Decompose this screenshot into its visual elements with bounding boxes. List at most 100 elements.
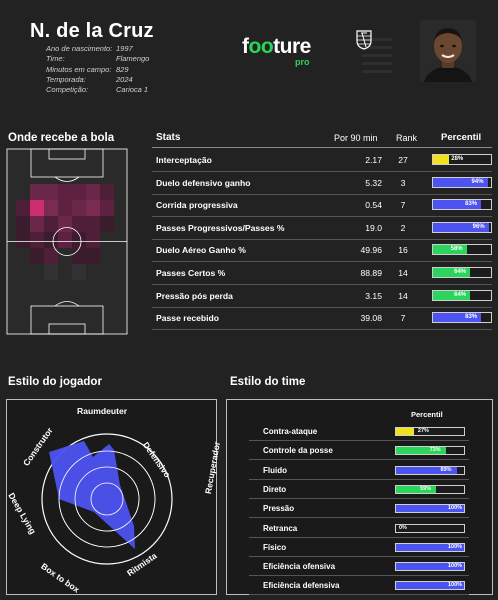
stat-bar-fill bbox=[433, 222, 489, 232]
team-bar-label: 89% bbox=[440, 466, 452, 473]
info-value: 829 bbox=[116, 64, 129, 74]
player-info: Ano de nascimento: 1997 Time: Flamengo Min… bbox=[46, 44, 149, 95]
stat-percentile-bar: 94% bbox=[432, 176, 492, 188]
stat-bar-fill bbox=[433, 268, 471, 277]
stat-name: Interceptação bbox=[156, 155, 212, 165]
team-style-title: Estilo do time bbox=[230, 376, 306, 388]
team-style-row: Fluido 89% bbox=[249, 462, 469, 480]
stat-bar-label: 58% bbox=[450, 246, 463, 253]
team-bar-label: 73% bbox=[429, 447, 441, 454]
team-style-panel: Percentil Contra-ataque 27% Controle da po… bbox=[226, 399, 493, 596]
stat-per90: 2.17 bbox=[365, 155, 382, 165]
info-label: Minutos em campo: bbox=[46, 64, 112, 74]
stat-bar-fill bbox=[433, 245, 467, 255]
team-bar-fill bbox=[396, 447, 446, 455]
stat-rank: 14 bbox=[398, 290, 408, 301]
stat-percentile-bar: 96% bbox=[432, 221, 492, 233]
stat-bar-label: 64% bbox=[454, 269, 467, 275]
info-row-season: Temporada: 2024 bbox=[46, 75, 149, 85]
stat-name: Pressão pós perda bbox=[156, 290, 233, 301]
stat-rank: 7 bbox=[400, 313, 406, 324]
radar-axis-raumdeuter: Raumdeuter bbox=[77, 406, 128, 416]
stat-bar-fill bbox=[433, 200, 482, 210]
team-bar-fill bbox=[396, 563, 464, 571]
stat-percentile-bar: 28% bbox=[432, 154, 492, 165]
club-stripes-decoration bbox=[362, 28, 392, 80]
team-style-row: Retranca 0% bbox=[249, 520, 469, 538]
info-value: Flamengo bbox=[116, 54, 150, 64]
stat-name: Passes Certos % bbox=[156, 268, 226, 278]
stat-name: Corrida progressiva bbox=[156, 200, 238, 211]
player-photo bbox=[420, 20, 476, 82]
stat-bar-label: 83% bbox=[465, 314, 478, 321]
radar-svg bbox=[41, 433, 173, 565]
stat-percentile-bar: 83% bbox=[432, 312, 492, 324]
team-bar-label: 100% bbox=[448, 505, 463, 512]
team-bar-fill bbox=[396, 466, 457, 474]
stat-per90: 3.15 bbox=[365, 290, 382, 301]
team-percentile-bar: 100% bbox=[395, 581, 465, 591]
team-style-name: Eficiência defensiva bbox=[263, 581, 340, 591]
pitch-svg bbox=[6, 148, 128, 335]
stat-row: Interceptação 2.17 27 28% bbox=[152, 149, 492, 172]
team-style-header: Percentil bbox=[411, 410, 443, 419]
team-percentile-bar: 59% bbox=[395, 484, 465, 494]
stat-bar-label: 28% bbox=[451, 156, 464, 162]
logo-pro-tag: pro bbox=[295, 57, 310, 67]
stat-row: Pressão pós perda 3.15 14 64% bbox=[152, 285, 492, 308]
footure-logo: footure bbox=[242, 35, 311, 59]
team-style-row: Controle da posse 73% bbox=[249, 442, 469, 461]
stat-per90: 0.54 bbox=[365, 200, 382, 211]
logo-text-start: f bbox=[242, 35, 249, 58]
info-label: Competição: bbox=[46, 85, 89, 95]
team-bar-fill bbox=[396, 543, 464, 551]
stat-name: Duelo defensivo ganho bbox=[156, 177, 251, 188]
stat-row: Corrida progressiva 0.54 7 83% bbox=[152, 194, 492, 218]
team-bar-fill bbox=[396, 428, 415, 435]
team-bar-fill bbox=[396, 505, 464, 513]
stats-header-stat: Stats bbox=[156, 132, 181, 143]
info-value: Carioca 1 bbox=[116, 85, 149, 95]
team-bar-label: 100% bbox=[448, 563, 463, 570]
stat-per90: 5.32 bbox=[365, 177, 382, 188]
info-row-team: Time: Flamengo bbox=[46, 54, 149, 64]
stats-header-divider bbox=[152, 147, 492, 148]
info-value: 2024 bbox=[116, 74, 133, 84]
stat-bar-label: 64% bbox=[454, 291, 467, 298]
info-label: Ano de nascimento: bbox=[46, 44, 113, 53]
stat-rank: 27 bbox=[398, 155, 408, 165]
pitch-heatmap bbox=[6, 148, 128, 335]
info-label: Time: bbox=[46, 54, 65, 64]
stat-bar-label: 96% bbox=[472, 223, 485, 230]
logo-text-oo: oo bbox=[248, 35, 274, 58]
team-percentile-bar: 73% bbox=[395, 446, 465, 456]
team-style-row: Eficiência defensiva 100% bbox=[249, 577, 469, 596]
team-percentile-bar: 100% bbox=[395, 504, 465, 514]
stat-row: Passes Certos % 88.89 14 64% bbox=[152, 262, 492, 285]
team-style-row: Físico 100% bbox=[249, 539, 469, 557]
stats-header-percentile: Percentil bbox=[441, 132, 482, 143]
stat-per90: 88.89 bbox=[360, 268, 382, 278]
team-style-row: Eficiência ofensiva 100% bbox=[249, 558, 469, 577]
stat-per90: 49.96 bbox=[360, 245, 382, 256]
team-bar-fill bbox=[396, 582, 464, 590]
stat-per90: 39.08 bbox=[360, 313, 382, 324]
stat-row: Passe recebido 39.08 7 83% bbox=[152, 307, 492, 331]
team-style-name: Direto bbox=[263, 484, 287, 494]
team-style-name: Contra-ataque bbox=[263, 427, 318, 436]
player-name: N. de la Cruz bbox=[30, 20, 154, 42]
team-percentile-bar: 100% bbox=[395, 562, 465, 572]
player-style-title: Estilo do jogador bbox=[8, 376, 102, 388]
stat-name: Duelo Aéreo Ganho % bbox=[156, 245, 246, 256]
stat-percentile-bar: 64% bbox=[432, 267, 492, 278]
info-value: 1997 bbox=[116, 44, 133, 53]
stat-row: Passes Progressivos/Passes % 19.0 2 96% bbox=[152, 217, 492, 240]
stat-row: Duelo defensivo ganho 5.32 3 94% bbox=[152, 172, 492, 195]
heatmap-title: Onde recebe a bola bbox=[8, 132, 115, 144]
stat-percentile-bar: 64% bbox=[432, 289, 492, 301]
team-style-name: Físico bbox=[263, 542, 287, 552]
stat-bar-fill bbox=[433, 313, 482, 323]
stats-header-p90: Por 90 min bbox=[334, 133, 378, 143]
stat-rank: 2 bbox=[400, 222, 406, 233]
pitch-lines bbox=[6, 148, 128, 335]
